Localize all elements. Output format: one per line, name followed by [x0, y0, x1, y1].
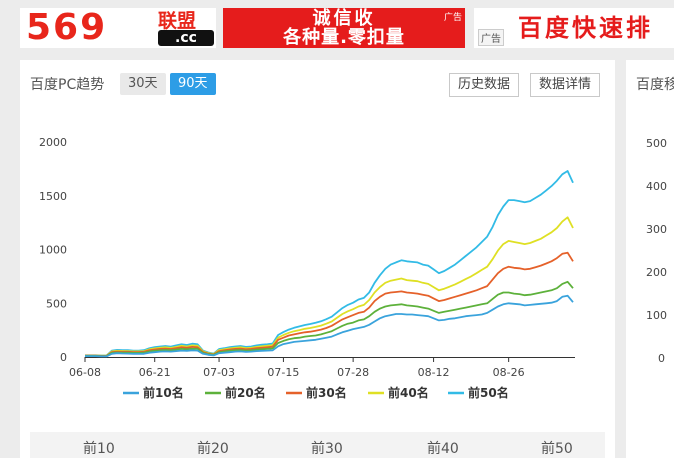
- card2-tick: 200: [646, 266, 667, 279]
- y-tick-label: 2000: [39, 136, 67, 149]
- card-title: 百度PC趋势: [30, 77, 105, 93]
- card2-tick: 500: [646, 137, 667, 150]
- ad2-line2: 各种量.零扣量: [283, 27, 405, 48]
- ad1-number: 569: [26, 8, 108, 48]
- trend-line-chart: 0 500 1000 1500 2000 06-08 06-21 07-03 07-15 07-2…: [39, 136, 575, 400]
- ad1-brand: 联盟: [158, 10, 197, 32]
- card2-tick: 0: [658, 352, 665, 365]
- ad-569-lianmeng[interactable]: 569 联盟 .cc: [20, 8, 216, 48]
- rank-tab-bar: 前10 前20 前30 前40 前50: [30, 432, 605, 458]
- tab-top20[interactable]: 前20: [197, 441, 229, 457]
- series-line: [85, 294, 574, 358]
- legend-label: 前10名: [143, 385, 184, 400]
- x-tick-label: 08-26: [493, 366, 525, 379]
- ad3-text: 百度快速排: [518, 14, 653, 42]
- card2-tick: 100: [646, 309, 667, 322]
- ad3-tag: 广告: [478, 29, 504, 46]
- x-tick-label: 07-03: [203, 366, 235, 379]
- x-tick-label: 07-28: [337, 366, 369, 379]
- data-detail-button[interactable]: 数据详情: [530, 73, 601, 97]
- ad-chengxin[interactable]: 诚信收 各种量.零扣量 广告: [223, 8, 465, 48]
- y-tick-label: 1000: [39, 244, 67, 257]
- x-tick-label: 06-08: [69, 366, 101, 379]
- tab-top30[interactable]: 前30: [311, 441, 343, 457]
- series-line: [85, 216, 574, 357]
- y-tick-label: 1500: [39, 190, 67, 203]
- y-tick-label: 500: [46, 297, 67, 310]
- series-line: [85, 280, 574, 357]
- tab-top50[interactable]: 前50: [541, 441, 573, 457]
- x-tick-label: 08-12: [418, 366, 450, 379]
- card2-tick: 400: [646, 180, 667, 193]
- tab-top10[interactable]: 前10: [83, 441, 115, 457]
- x-tick-label: 07-15: [267, 366, 299, 379]
- series-line: [85, 251, 574, 357]
- card2-tick: 300: [646, 223, 667, 236]
- ad1-domain: .cc: [158, 30, 214, 46]
- ad-baidu-kuaisu[interactable]: 广告 百度快速排: [474, 8, 674, 48]
- ad2-line1: 诚信收: [312, 8, 376, 29]
- baidu-pc-trend-card: 百度PC趋势 30天 90天 历史数据 数据详情 0 500 1000 1500 200…: [20, 60, 615, 458]
- tab-top40[interactable]: 前40: [427, 441, 459, 457]
- y-tick-label: 0: [60, 351, 67, 364]
- card2-title: 百度移: [636, 77, 674, 93]
- range-90-days-button[interactable]: 90天: [170, 73, 216, 95]
- ad2-tag: 广告: [443, 13, 462, 23]
- history-data-button[interactable]: 历史数据: [449, 73, 520, 97]
- legend-label: 前40名: [388, 385, 429, 400]
- legend-label: 前30名: [306, 385, 347, 400]
- legend-label: 前20名: [225, 385, 266, 400]
- legend-label: 前50名: [468, 385, 509, 400]
- range-30-days-button[interactable]: 30天: [120, 73, 166, 95]
- ad-banner-row: 569 联盟 .cc 诚信收 各种量.零扣量 广告 广告 百度快速排: [0, 0, 674, 52]
- x-tick-label: 06-21: [139, 366, 171, 379]
- series-line: [85, 170, 574, 357]
- baidu-mobile-trend-card: 百度移 500 400 300 200 100 0: [626, 60, 674, 458]
